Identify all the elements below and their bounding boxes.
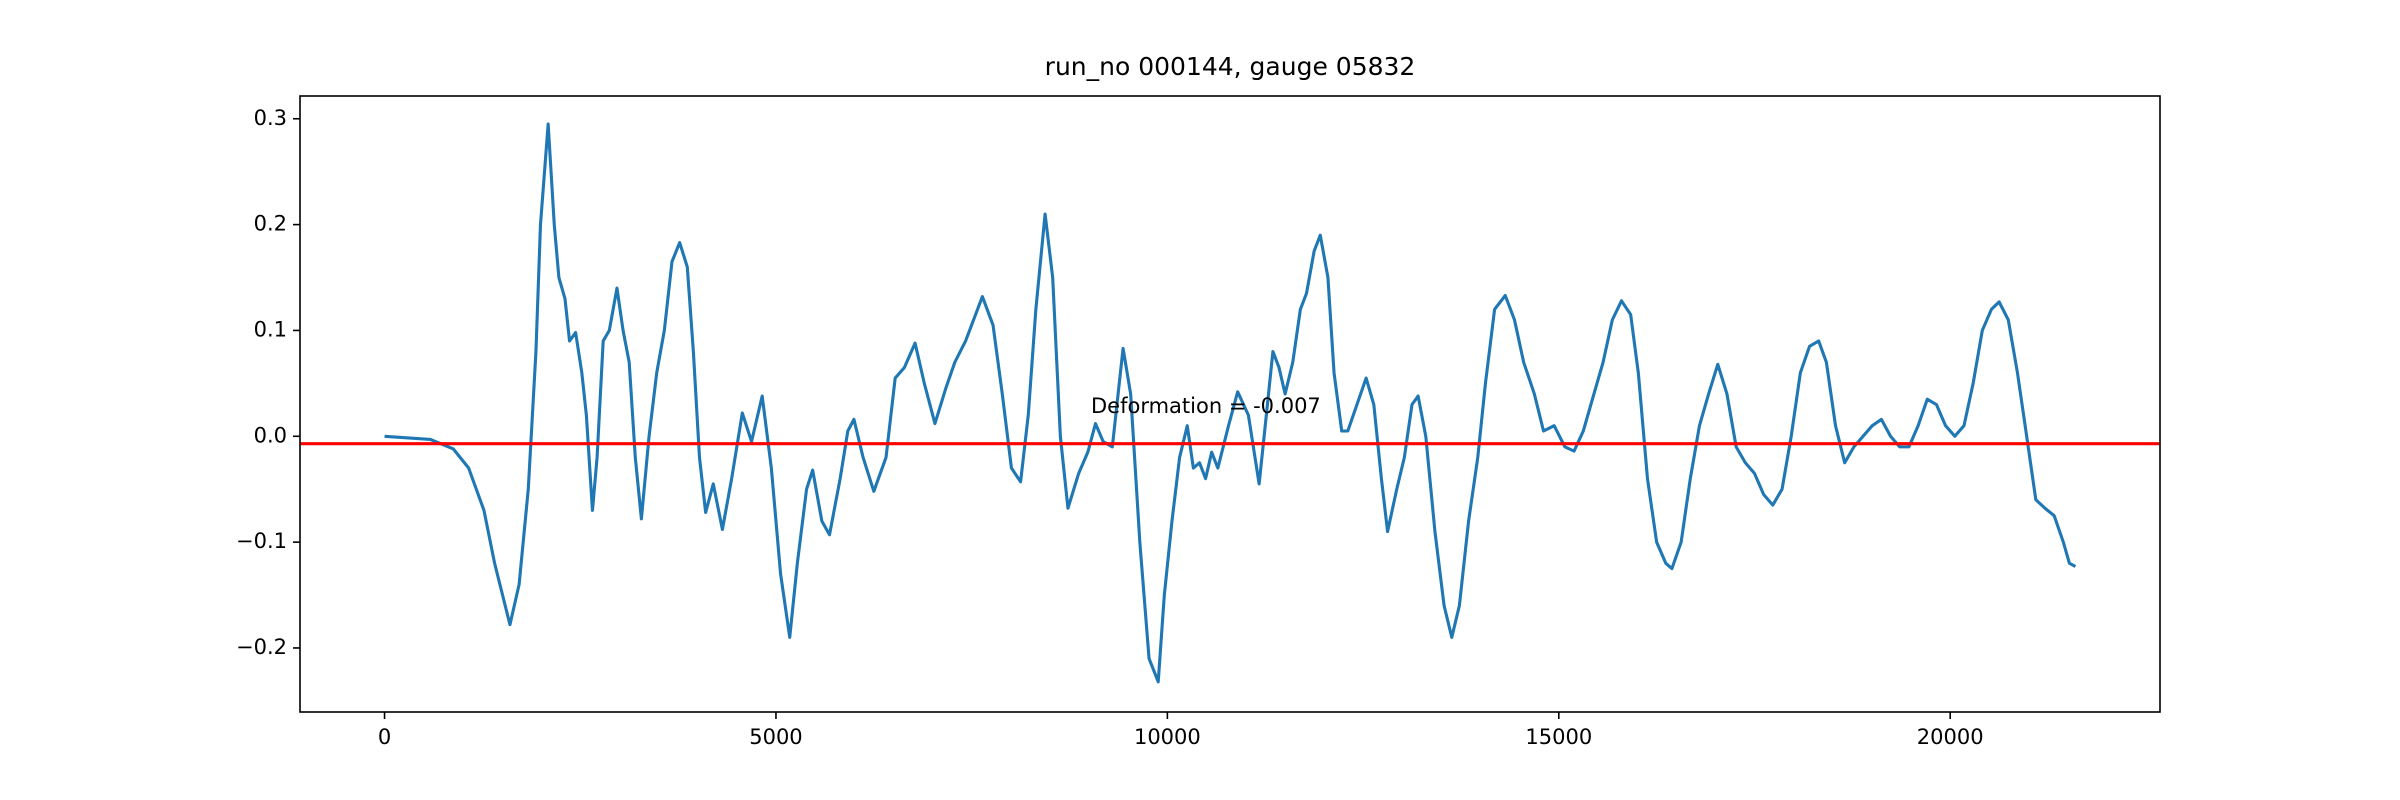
- y-tick-label: −0.2: [236, 635, 287, 659]
- y-tick-label: 0.0: [254, 423, 287, 447]
- x-tick-label: 15000: [1525, 725, 1592, 749]
- x-tick-label: 0: [378, 725, 391, 749]
- x-tick-label: 5000: [749, 725, 802, 749]
- y-tick-label: −0.1: [236, 529, 287, 553]
- plot-frame: [299, 95, 2161, 713]
- y-tick-label: 0.3: [254, 106, 287, 130]
- chart-title: run_no 000144, gauge 05832: [1045, 52, 1416, 81]
- x-tick-label: 10000: [1134, 725, 1201, 749]
- annotation: Deformation = -0.007: [1091, 394, 1321, 418]
- x-tick-label: 20000: [1917, 725, 1984, 749]
- y-tick-label: 0.1: [254, 317, 287, 341]
- y-tick-label: 0.2: [254, 212, 287, 236]
